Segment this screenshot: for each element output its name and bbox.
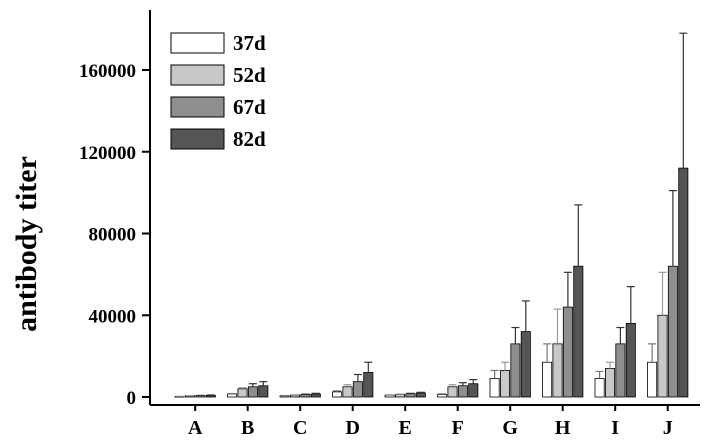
bar-H-37d	[542, 361, 553, 398]
x-tick-label-G: G	[502, 417, 518, 439]
y-tick-label: 120000	[79, 143, 136, 164]
bar-B-37d	[227, 393, 238, 398]
error-bars-layer	[175, 32, 688, 397]
bar-J-67d	[667, 265, 678, 398]
y-axis-label: antibody titer	[10, 156, 43, 332]
x-tick-label-I: I	[611, 417, 619, 439]
bar-E-52d	[394, 394, 405, 398]
bar-I-37d	[594, 378, 605, 398]
legend: 37d 52d 67d 82d	[170, 31, 266, 151]
bar-G-52d	[499, 370, 510, 398]
bar-H-82d	[573, 265, 584, 398]
bar-G-82d	[520, 331, 531, 398]
x-tick-label-J: J	[663, 417, 673, 439]
legend-label-52d: 52d	[233, 63, 266, 87]
bar-F-82d	[468, 383, 479, 398]
bar-C-52d	[289, 394, 300, 398]
x-tick-label-A: A	[188, 417, 203, 439]
x-tick-label-F: F	[452, 417, 464, 439]
y-tick-label: 40000	[89, 306, 137, 327]
y-tick-label: 0	[127, 388, 137, 409]
x-tick-label-C: C	[293, 417, 307, 439]
bar-I-52d	[605, 367, 616, 398]
bar-J-52d	[657, 314, 668, 398]
bar-F-37d	[437, 394, 448, 398]
bar-J-37d	[647, 361, 658, 398]
x-tick-label-H: H	[555, 417, 571, 439]
bar-E-67d	[405, 393, 416, 398]
bar-E-82d	[415, 392, 426, 398]
x-ticks: A B C D E F G H I J	[188, 405, 673, 439]
legend-swatch-67d	[170, 96, 225, 118]
legend-label-67d: 67d	[233, 95, 266, 119]
y-tick-label: 80000	[89, 225, 137, 246]
axes	[149, 10, 700, 406]
bar-G-37d	[489, 378, 500, 398]
x-tick-label-B: B	[241, 417, 254, 439]
legend-swatch-37d	[170, 32, 225, 54]
bar-H-67d	[562, 306, 573, 398]
bar-F-52d	[447, 386, 458, 398]
bar-D-52d	[342, 386, 353, 398]
bar-D-82d	[363, 372, 374, 398]
x-tick-label-E: E	[399, 417, 412, 439]
legend-label-82d: 82d	[233, 127, 266, 151]
x-tick-label-D: D	[345, 417, 359, 439]
bar-D-67d	[352, 381, 363, 398]
bar-C-67d	[300, 394, 311, 398]
bar-G-67d	[510, 343, 521, 398]
legend-label-37d: 37d	[233, 31, 266, 55]
legend-swatch-82d	[170, 128, 225, 150]
bar-A-82d	[205, 394, 216, 398]
legend-swatch-52d	[170, 64, 225, 86]
bar-F-67d	[457, 385, 468, 398]
bar-C-82d	[310, 393, 321, 398]
bar-B-82d	[258, 385, 269, 398]
y-ticks: 0 40000 80000 120000 160000	[79, 61, 150, 409]
bar-J-82d	[678, 167, 689, 398]
bar-B-67d	[247, 386, 258, 398]
bar-D-37d	[332, 391, 343, 398]
bar-H-52d	[552, 343, 563, 398]
bar-B-52d	[237, 388, 248, 398]
bar-I-67d	[615, 343, 626, 398]
y-tick-label: 160000	[79, 61, 136, 82]
bar-I-82d	[625, 323, 636, 398]
